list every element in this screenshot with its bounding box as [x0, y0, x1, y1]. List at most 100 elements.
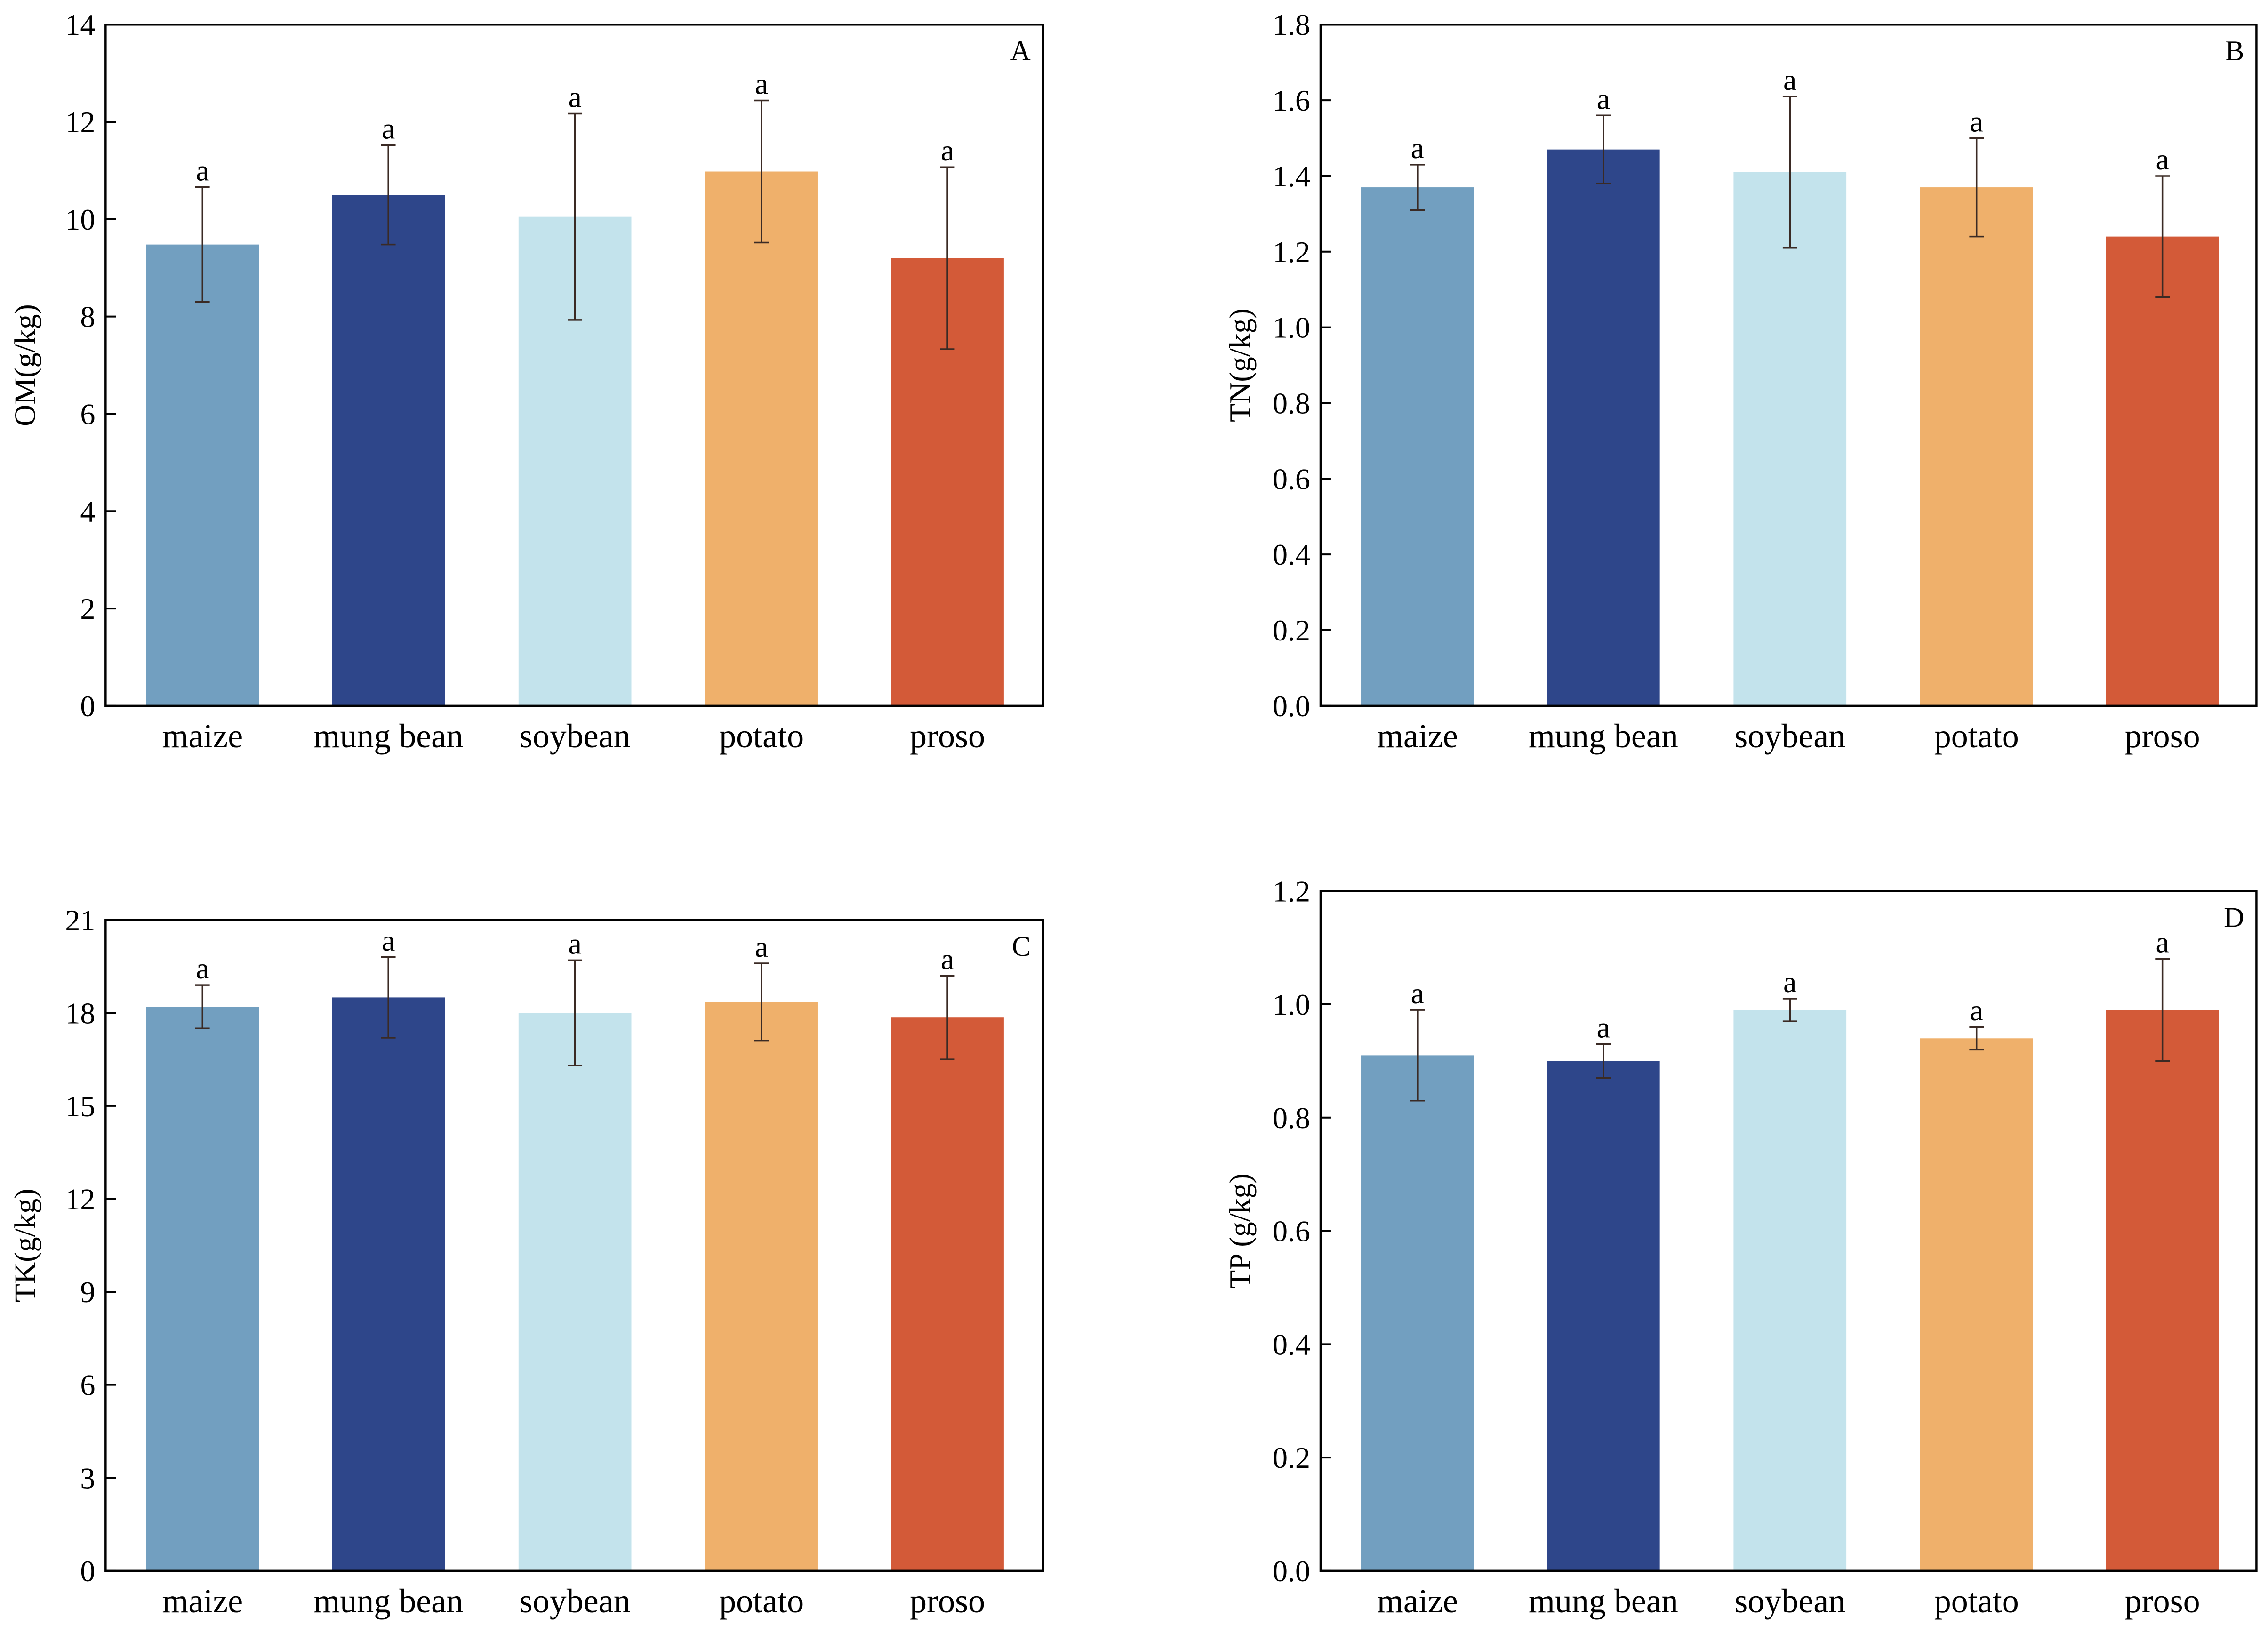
bar-potato	[1920, 1038, 2033, 1571]
y-axis-title: TN(g/kg)	[1223, 308, 1257, 422]
plot-frame	[104, 919, 1044, 1572]
y-tick-label: 18	[65, 996, 95, 1030]
y-tick-label: 8	[80, 300, 95, 334]
y-axis-title: OM(g/kg)	[8, 304, 41, 426]
y-tick-label: 0.2	[1273, 614, 1310, 647]
panel-letter: B	[2225, 35, 2244, 66]
bar-soybean	[518, 1013, 632, 1571]
panel-a-chart: a maize a mung bean a soybean a potato a proso 0 2 4…	[8, 8, 1044, 755]
y-tick-label: 3	[80, 1461, 95, 1495]
bar-maize	[1361, 1055, 1474, 1571]
significance-label: a	[382, 924, 395, 957]
bar-soybean	[1733, 172, 1847, 706]
x-tick-label: mung bean	[1529, 1582, 1678, 1620]
y-tick-label: 2	[80, 592, 95, 625]
y-tick-label: 0.0	[1273, 1554, 1310, 1588]
bar-mung-bean	[1547, 1061, 1660, 1571]
significance-label: a	[1783, 965, 1796, 999]
x-tick-label: mung bean	[1529, 717, 1678, 755]
x-tick-label: maize	[1377, 1582, 1458, 1620]
panel-d-chart: a maize a mung bean a soybean a potato a proso 0.0…	[1223, 874, 2258, 1620]
bar-maize	[146, 244, 259, 706]
bar-soybean	[1733, 1010, 1847, 1571]
y-tick-label: 1.2	[1273, 874, 1310, 908]
bar-proso	[2106, 236, 2219, 706]
bar-mung-bean	[332, 997, 445, 1571]
error-bar	[195, 984, 210, 1030]
error-bar	[1782, 96, 1797, 249]
error-bar	[1596, 114, 1611, 184]
bar-maize	[1361, 187, 1474, 706]
significance-label: a	[755, 930, 768, 963]
significance-label: a	[1411, 131, 1424, 165]
x-tick-label: maize	[162, 717, 243, 755]
significance-label: a	[568, 80, 581, 113]
x-tick-label: soybean	[520, 1582, 631, 1620]
x-tick-label: mung bean	[313, 717, 463, 755]
significance-label: a	[1411, 977, 1424, 1010]
panel-c-chart: a maize a mung bean a soybean a potato a proso 0 3 6…	[8, 904, 1044, 1620]
plot-frame	[104, 23, 1044, 707]
y-tick-label: 1.8	[1273, 8, 1310, 41]
panel-b-chart: a maize a mung bean a soybean a potato a proso 0.0…	[1223, 8, 2258, 755]
y-tick-label: 9	[80, 1275, 95, 1309]
y-tick-label: 10	[65, 203, 95, 236]
y-tick-label: 1.0	[1273, 988, 1310, 1021]
significance-label: a	[2156, 143, 2169, 176]
x-tick-label: soybean	[1734, 717, 1845, 755]
x-tick-label: potato	[719, 717, 804, 755]
bar-mung-bean	[1547, 149, 1660, 706]
y-tick-label: 12	[65, 1183, 95, 1216]
x-tick-label: maize	[162, 1582, 243, 1620]
y-tick-label: 1.4	[1273, 160, 1310, 193]
panel-letter: A	[1010, 35, 1031, 66]
y-axis-title: TP (g/kg)	[1223, 1173, 1257, 1289]
error-bar	[381, 144, 396, 246]
x-tick-label: proso	[910, 1582, 985, 1620]
y-tick-label: 0	[80, 1554, 95, 1588]
error-bar	[568, 112, 583, 321]
error-bar	[2155, 958, 2170, 1062]
error-bar	[1782, 998, 1797, 1022]
panel-letter: D	[2224, 902, 2244, 933]
y-tick-label: 21	[65, 904, 95, 937]
significance-label: a	[1970, 993, 1983, 1027]
x-tick-label: potato	[1934, 1582, 2019, 1620]
y-tick-label: 0	[80, 689, 95, 723]
significance-label: a	[1597, 82, 1610, 115]
significance-label: a	[568, 927, 581, 960]
error-bar	[940, 166, 955, 350]
y-tick-label: 14	[65, 8, 95, 41]
y-tick-label: 1.6	[1273, 84, 1310, 117]
significance-label: a	[2156, 926, 2169, 959]
y-tick-label: 12	[65, 105, 95, 139]
significance-label: a	[196, 154, 209, 187]
significance-label: a	[1783, 63, 1796, 96]
y-tick-label: 0.8	[1273, 386, 1310, 420]
bar-mung-bean	[332, 195, 445, 706]
significance-label: a	[196, 952, 209, 985]
y-tick-label: 0.0	[1273, 689, 1310, 723]
y-axis-title: TK(g/kg)	[8, 1188, 41, 1302]
plot-frame	[1319, 23, 2258, 707]
x-tick-label: maize	[1377, 717, 1458, 755]
error-bar	[754, 99, 769, 244]
error-bar	[195, 186, 210, 303]
error-bar	[1969, 137, 1984, 238]
x-tick-label: soybean	[520, 717, 631, 755]
significance-label: a	[1970, 105, 1983, 138]
x-tick-label: proso	[910, 717, 985, 755]
bar-proso	[891, 1017, 1004, 1571]
error-bar	[381, 956, 396, 1039]
y-tick-label: 4	[80, 495, 95, 528]
x-tick-label: potato	[719, 1582, 804, 1620]
error-bar	[1596, 1043, 1611, 1079]
significance-label: a	[941, 942, 954, 976]
error-bar	[568, 959, 583, 1067]
y-tick-label: 0.6	[1273, 1215, 1310, 1248]
y-tick-label: 15	[65, 1089, 95, 1123]
error-bar	[2155, 175, 2170, 298]
x-tick-label: potato	[1934, 717, 2019, 755]
bar-potato	[705, 1002, 818, 1571]
